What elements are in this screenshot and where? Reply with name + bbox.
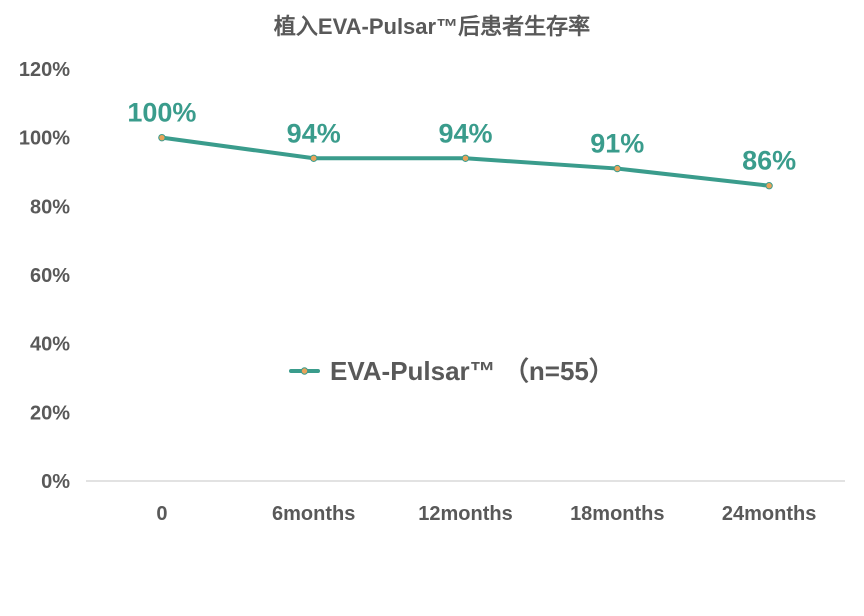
data-label: 86%	[742, 146, 796, 176]
x-tick-label: 18months	[570, 503, 664, 525]
y-tick-label: 60%	[30, 265, 70, 287]
legend-label: EVA-Pulsar™ （n=55）	[330, 356, 615, 386]
data-label: 91%	[590, 129, 644, 159]
y-tick-label: 100%	[19, 128, 70, 150]
legend: EVA-Pulsar™ （n=55）	[289, 356, 615, 386]
data-point	[158, 133, 166, 142]
x-tick-label: 24months	[722, 503, 816, 525]
data-label: 100%	[127, 98, 196, 128]
y-tick-label: 120%	[19, 59, 70, 81]
data-point	[461, 154, 470, 162]
y-tick-label: 40%	[30, 334, 70, 356]
data-label: 94%	[287, 118, 341, 148]
legend-marker-symbol	[300, 367, 309, 375]
data-point	[765, 182, 773, 190]
x-tick-label: 0	[156, 503, 167, 525]
chart-title: 植入EVA-Pulsar™后患者生存率	[274, 14, 590, 39]
y-axis: 0% 20% 40% 60% 80% 100% 120%	[19, 59, 70, 493]
data-label: 94%	[438, 118, 492, 148]
data-point	[613, 164, 621, 173]
y-tick-label: 80%	[30, 196, 70, 218]
y-tick-label: 20%	[30, 402, 70, 424]
plot-area: 100% 94% 94% 91% 86%	[127, 98, 796, 190]
x-axis: 0 6months 12months 18months 24months	[86, 480, 845, 525]
data-point	[310, 154, 318, 162]
y-tick-label: 0%	[41, 471, 70, 493]
x-tick-label: 12months	[418, 503, 512, 525]
x-tick-label: 6months	[272, 503, 355, 525]
